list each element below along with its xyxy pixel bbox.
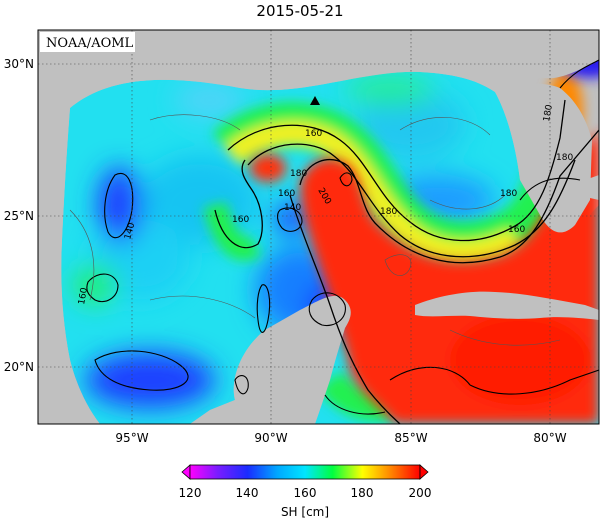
land-florida [495, 83, 592, 233]
contour-label: 160 [278, 189, 295, 199]
lon-label-80w: 80°W [533, 431, 566, 445]
contour-lines [86, 59, 599, 424]
colorbar-tick: 160 [294, 486, 317, 500]
lat-label-30n: 30°N [4, 57, 34, 71]
contour-label: 180 [290, 169, 307, 179]
colorbar-label: SH [cm] [281, 505, 329, 519]
station-marker [310, 96, 320, 105]
land-yucatan [190, 295, 351, 424]
thin-contour-lines [69, 114, 561, 346]
lon-label-95w: 95°W [115, 431, 148, 445]
lon-label-85w: 85°W [394, 431, 427, 445]
graticule [38, 30, 599, 424]
colorbar-tick: 120 [179, 486, 202, 500]
contour-label: 140 [123, 221, 137, 240]
colorbar-tick: 140 [236, 486, 259, 500]
contour-label: 180 [380, 207, 397, 217]
contour-label: 160 [508, 225, 525, 235]
plot-frame [37, 29, 600, 425]
contour-label: 140 [284, 203, 301, 213]
colorbar-low-arrow [181, 464, 191, 480]
colorbar-bar [189, 464, 421, 480]
colorbar-high-arrow [419, 464, 429, 480]
lat-label-25n: 25°N [4, 209, 34, 223]
colorbar-tick: 200 [409, 486, 432, 500]
land-north-coast [38, 30, 599, 118]
source-label: NOAA/AOML [46, 36, 134, 51]
lon-label-90w: 90°W [254, 431, 287, 445]
contour-label: 160 [232, 215, 249, 225]
contour-label: 160 [77, 287, 90, 306]
land-bahamas [585, 175, 599, 200]
colorbar-tick: 180 [351, 486, 374, 500]
colorbar: 120 140 160 180 200 SH [cm] [179, 464, 432, 519]
land-mexico-west [38, 108, 100, 424]
contour-value-labels: 160 180 160 180 200 160 140 180 160 140 … [77, 104, 573, 306]
lat-label-20n: 20°N [4, 360, 34, 374]
map-title: 2015-05-21 [256, 2, 344, 20]
contour-label: 180 [542, 104, 555, 123]
contour-label: 160 [305, 129, 322, 139]
contour-label: 180 [500, 189, 517, 199]
source-label-box [40, 32, 135, 52]
contour-label: 180 [556, 153, 573, 163]
map-plot-area [38, 30, 599, 424]
land-cuba [415, 291, 599, 320]
